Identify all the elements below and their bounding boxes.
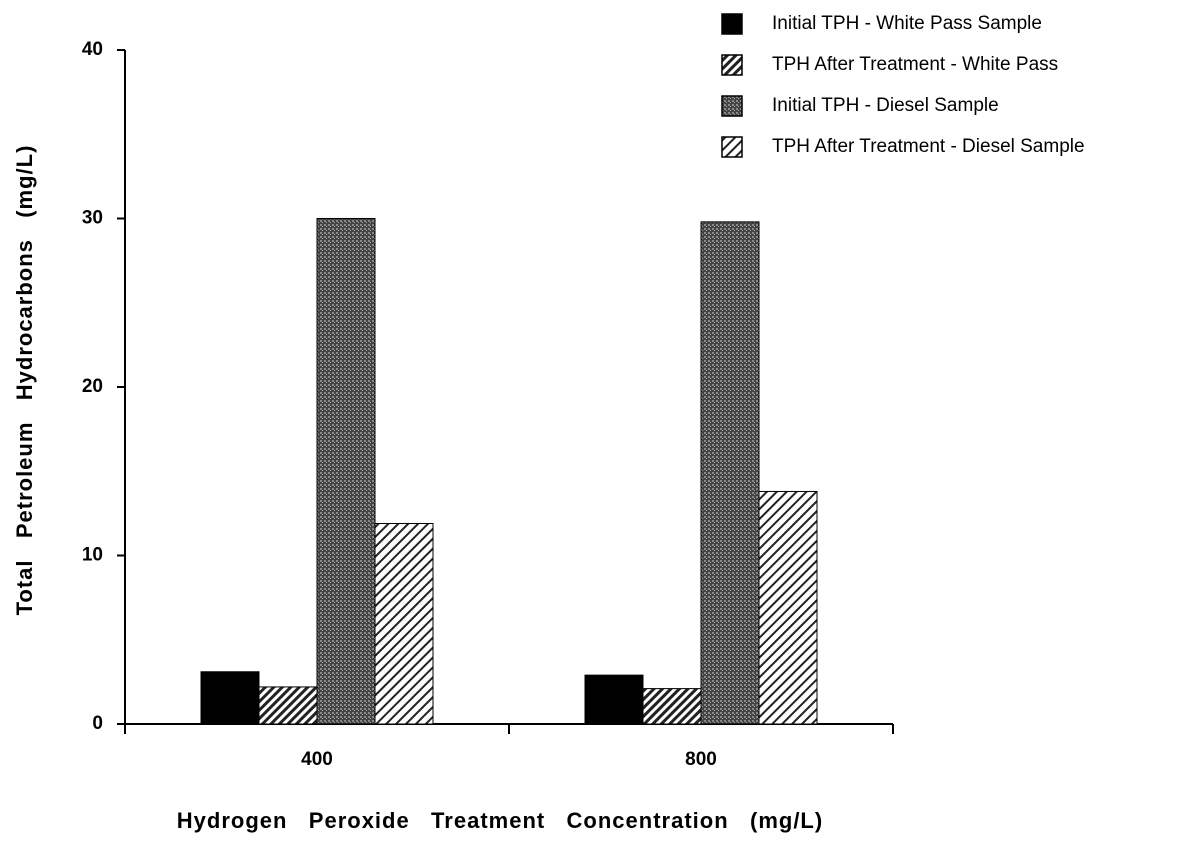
legend-swatch <box>721 13 743 35</box>
x-tick-label: 400 <box>301 749 333 770</box>
bar <box>316 218 376 725</box>
y-tick-label: 20 <box>82 376 103 397</box>
legend-label: Initial TPH - Diesel Sample <box>772 95 999 116</box>
x-tick-label: 800 <box>685 749 717 770</box>
bar <box>374 522 434 725</box>
legend-swatch <box>721 136 743 158</box>
y-tick-label: 30 <box>82 208 103 229</box>
y-axis-title: Total Petroleum Hydrocarbons (mg/L) <box>12 145 37 616</box>
bar <box>642 688 702 725</box>
y-tick-label: 40 <box>82 39 103 60</box>
legend-label: Initial TPH - White Pass Sample <box>772 13 1042 34</box>
y-tick-label: 0 <box>92 713 103 734</box>
bar <box>700 221 760 725</box>
bar <box>758 490 818 725</box>
bar <box>200 671 260 725</box>
x-axis-title: Hydrogen Peroxide Treatment Concentratio… <box>177 808 823 833</box>
legend-swatch <box>721 54 743 76</box>
bar <box>584 674 644 725</box>
legend-swatch <box>721 95 743 117</box>
legend-label: TPH After Treatment - White Pass <box>772 54 1058 75</box>
y-tick-label: 10 <box>82 545 103 566</box>
legend-label: TPH After Treatment - Diesel Sample <box>772 136 1085 157</box>
bar <box>258 686 318 725</box>
